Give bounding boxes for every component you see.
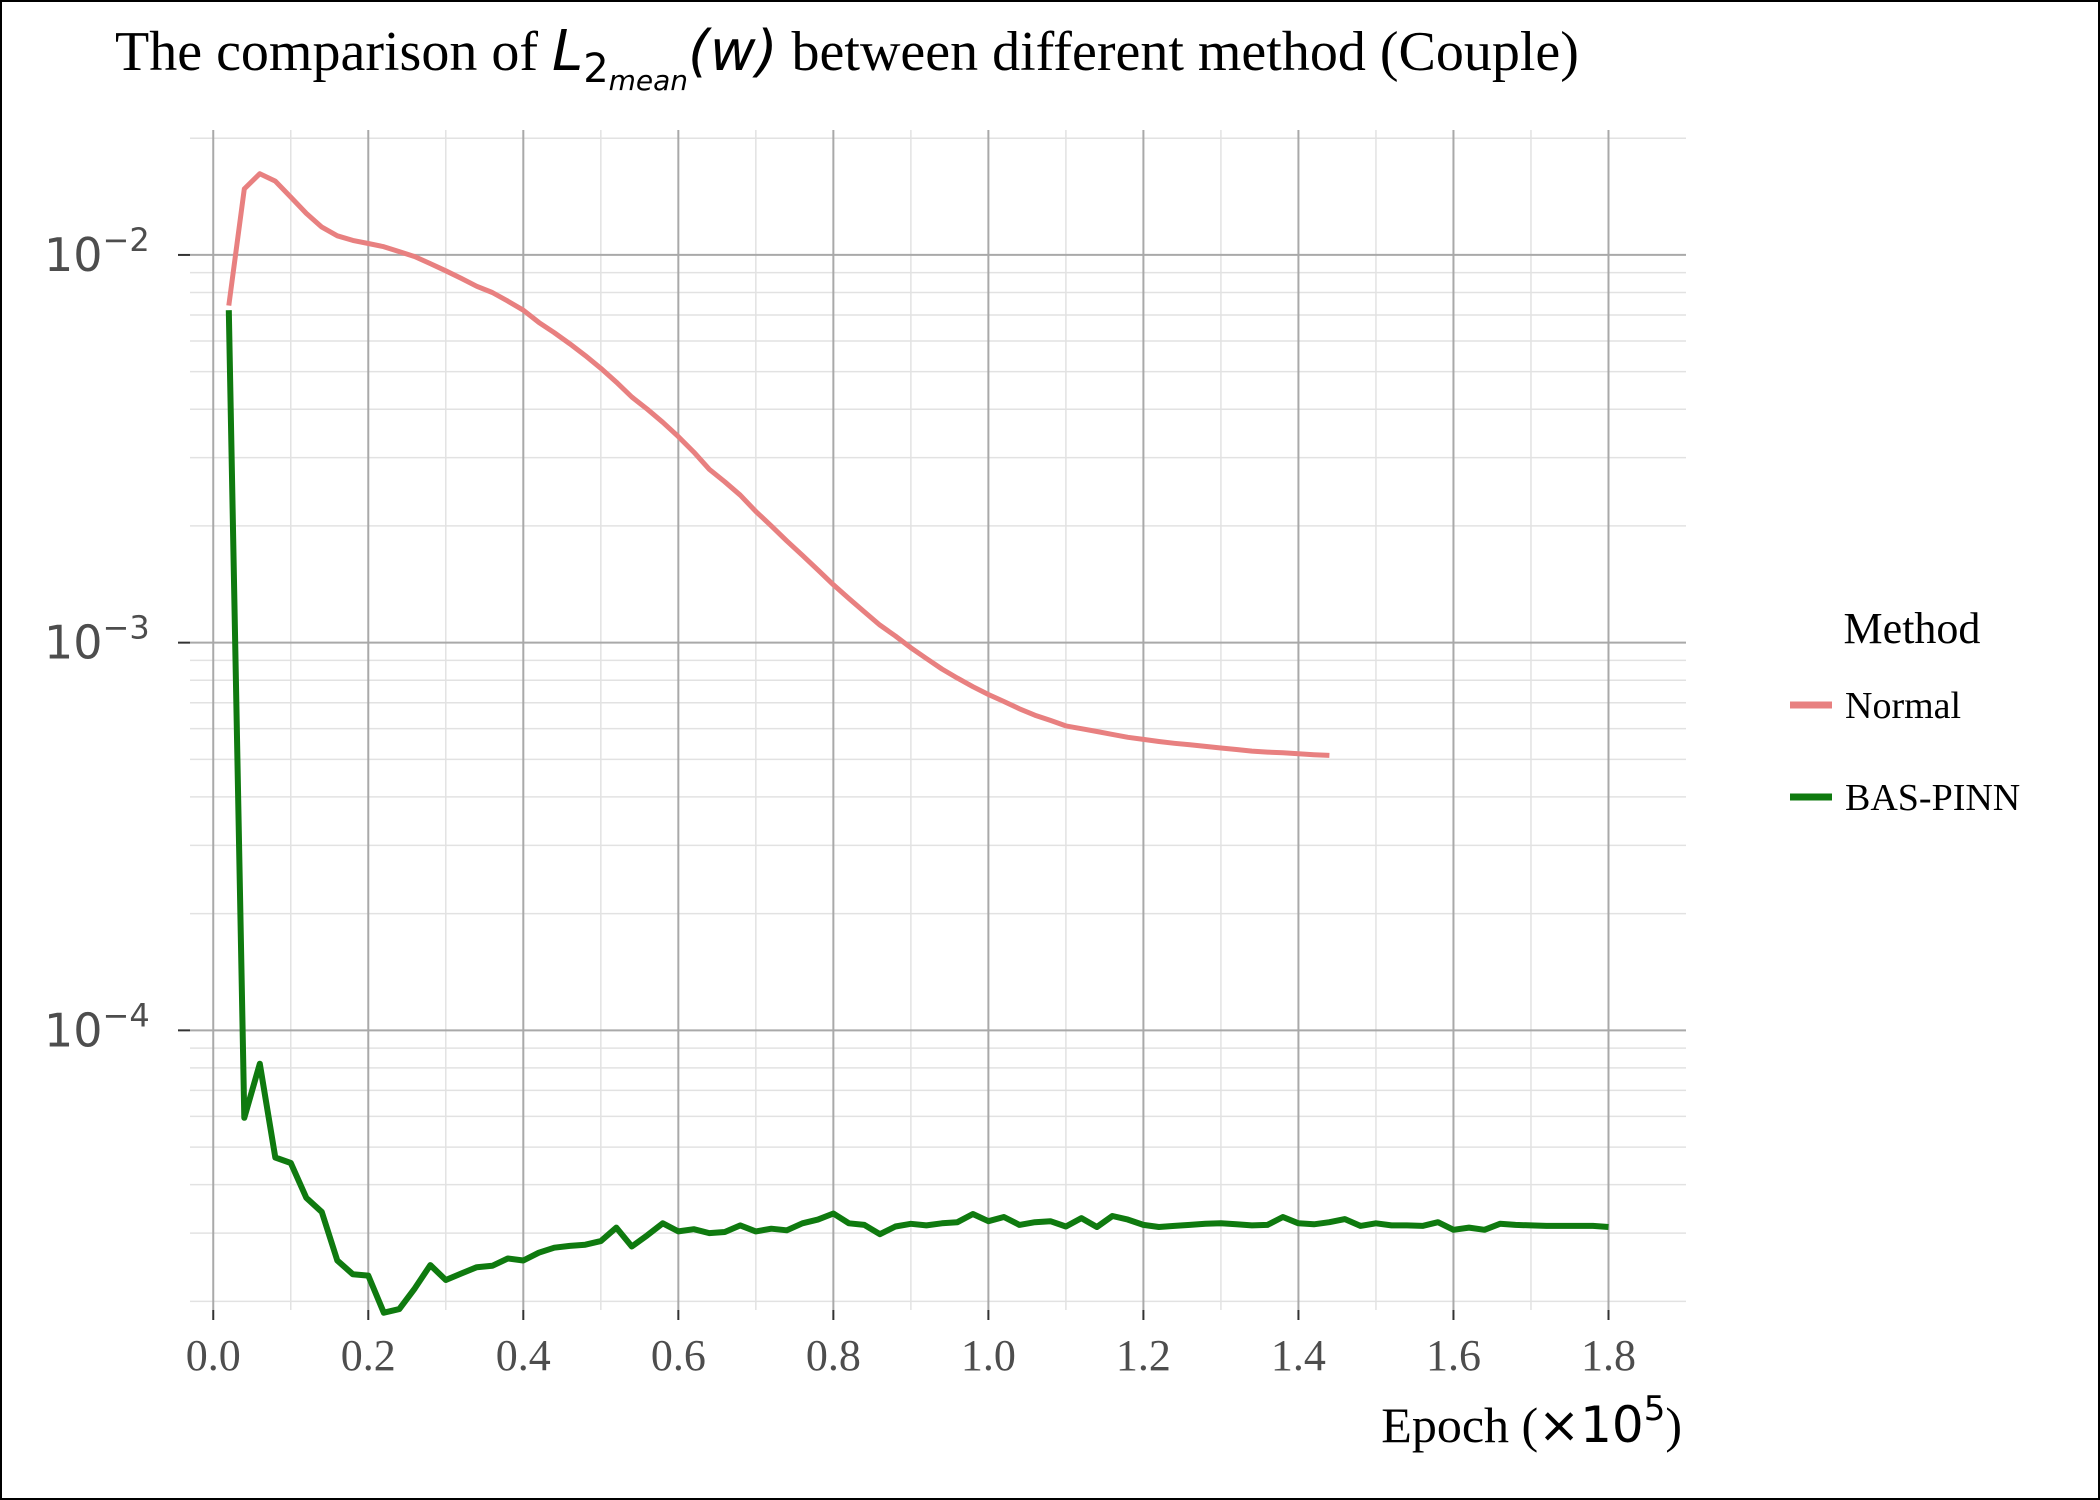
x-tick-label: 0.6: [651, 1331, 706, 1380]
chart-title: The comparison of L2mean(w) between diff…: [115, 19, 1579, 97]
legend-title: Method: [1844, 604, 1981, 653]
plot-background: [190, 130, 1686, 1310]
title-math-sub: 2: [583, 46, 608, 92]
plot-area: [190, 130, 1686, 1310]
legend-label-normal: Normal: [1845, 685, 1961, 727]
grid-minor: [190, 130, 1686, 1310]
x-axis-title-exp: 5: [1644, 1389, 1666, 1429]
x-tick-label: 0.8: [806, 1331, 861, 1380]
x-tick-label: 1.0: [961, 1331, 1016, 1380]
y-tick-label: 10−4: [44, 996, 150, 1057]
series-line-normal: [226, 171, 1330, 758]
axis-layer: 0.0 0.2 0.4 0.6 0.8 1.0 1.2 1.4 1.6 1.8 10−2 10−3 10…: [44, 221, 1636, 1380]
y-tick-label: 10−3: [44, 609, 150, 670]
x-tick-label: 1.2: [1116, 1331, 1171, 1380]
series-layer: [225, 171, 1609, 1316]
title-math-base: L: [552, 19, 583, 84]
x-axis-title-text: Epoch (: [1381, 1397, 1538, 1453]
x-axis-title: Epoch (×105): [1381, 1389, 1682, 1454]
x-tick-label: 1.6: [1426, 1331, 1481, 1380]
x-tick-label: 0.0: [186, 1331, 241, 1380]
x-tick-label: 0.2: [341, 1331, 396, 1380]
x-axis-title-close: ): [1665, 1397, 1682, 1453]
legend: Method Normal BAS-PINN: [1790, 604, 2020, 819]
legend-label-bas-pinn: BAS-PINN: [1845, 777, 2020, 819]
x-tick-label: 1.8: [1581, 1331, 1636, 1380]
grid-major: [190, 130, 1686, 1310]
x-tick-label: 0.4: [496, 1331, 551, 1380]
title-math-subsub: mean: [609, 64, 688, 97]
x-axis-title-mult: ×10: [1538, 1396, 1644, 1454]
y-tick-label: 10−2: [44, 221, 150, 282]
title-suffix: between different method (Couple): [778, 21, 1579, 83]
series-line-bas-pinn: [225, 310, 1609, 1316]
title-prefix: The comparison of: [115, 21, 552, 83]
title-math-arg: (w): [688, 19, 778, 84]
x-tick-label: 1.4: [1271, 1331, 1326, 1380]
